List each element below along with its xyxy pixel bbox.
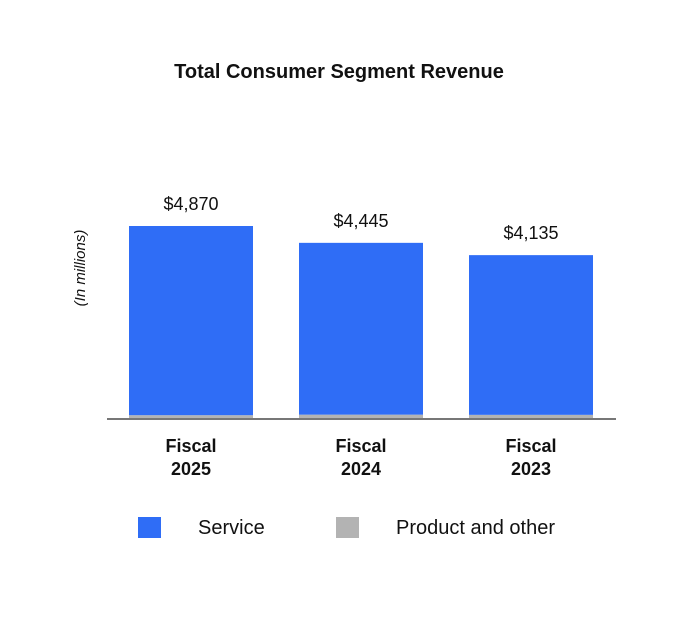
bar-product-and-other-3 <box>469 414 593 419</box>
value-labels-group: $4,870 $4,445 $4,135 <box>163 194 558 243</box>
legend-swatch-1 <box>138 517 161 538</box>
chart-title: Total Consumer Segment Revenue <box>174 61 504 83</box>
category-label-2: Fiscal 2024 <box>335 436 386 479</box>
bars-group <box>129 226 593 419</box>
legend-swatch-2 <box>336 517 359 538</box>
category-label-1: Fiscal 2025 <box>165 436 216 479</box>
bar-product-and-other-1 <box>129 415 253 419</box>
category-labels-group: Fiscal 2025 Fiscal 2024 Fiscal 2023 <box>165 436 556 479</box>
value-label-2: $4,445 <box>333 211 388 231</box>
bar-service-2 <box>299 242 423 415</box>
category-label-3: Fiscal 2023 <box>505 436 556 479</box>
value-label-1: $4,870 <box>163 194 218 214</box>
bar-service-1 <box>129 226 253 416</box>
legend-label-2: Product and other <box>396 517 555 539</box>
bar-product-and-other-2 <box>299 414 423 419</box>
y-axis-label: (In millions) <box>72 230 89 307</box>
bar-service-3 <box>469 255 593 415</box>
legend-label-1: Service <box>198 517 265 539</box>
legend: Service Product and other <box>138 517 555 539</box>
value-label-3: $4,135 <box>503 223 558 243</box>
